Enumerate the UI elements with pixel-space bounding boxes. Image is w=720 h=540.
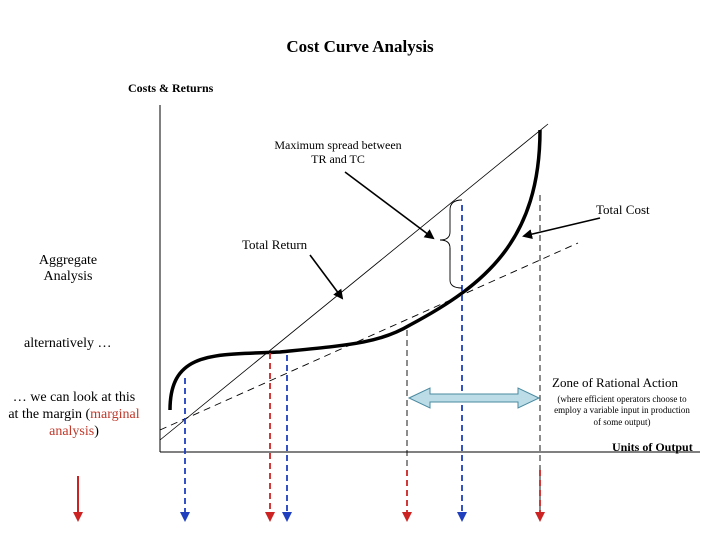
total-return-label: Total Return: [242, 237, 308, 252]
total-cost-label: Total Cost: [596, 202, 650, 217]
margin-text-suffix: ): [94, 423, 99, 439]
total-return-line: [159, 123, 549, 441]
max-spread-arrow: [344, 171, 435, 240]
total-return-arrow: [309, 254, 344, 300]
max-spread-label: Maximum spread between TR and TC: [274, 138, 402, 166]
total-cost-curve: [168, 129, 542, 411]
marginal-analysis-label: … we can look at this at the margin (mar…: [8, 390, 140, 440]
tangent-line: [159, 242, 579, 431]
margin-text-highlight: marginal analysis: [49, 406, 140, 439]
alternatively-label: alternatively …: [24, 336, 112, 351]
margin-text-prefix: … we can look at this at the margin (: [8, 390, 136, 422]
page-title: Cost Curve Analysis: [286, 37, 434, 56]
zone-note: (where efficient operators choose to emp…: [554, 394, 690, 427]
y-axis-label: Costs & Returns: [128, 81, 214, 95]
aggregate-analysis-label: Aggregate Analysis: [38, 253, 98, 285]
zone-title: Zone of Rational Action: [552, 375, 679, 390]
x-axis-label: Units of Output: [612, 440, 693, 454]
total-cost-arrow: [522, 217, 601, 240]
zone-double-arrow: [407, 387, 541, 409]
spread-brace-lower: [449, 248, 463, 289]
spread-brace-upper: [439, 199, 463, 260]
